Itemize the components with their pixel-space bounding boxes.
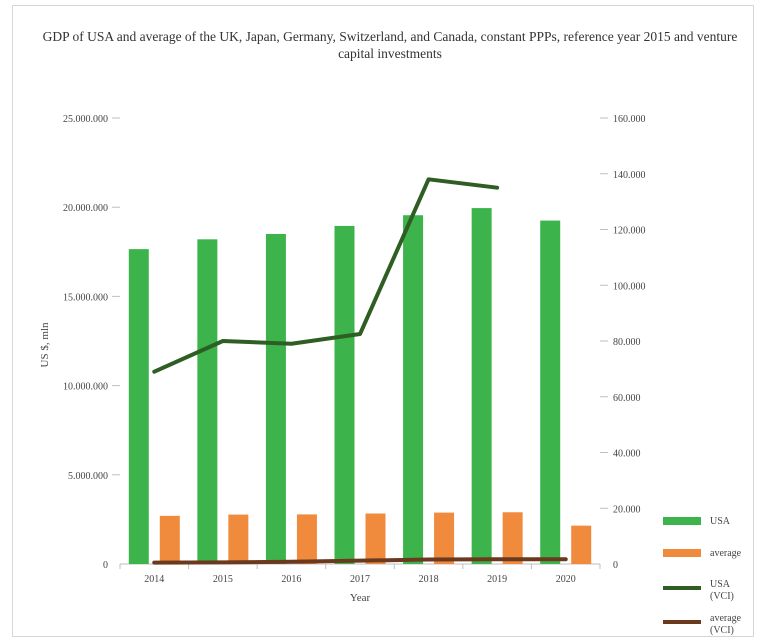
y-right-tick-label: 40.000 — [613, 449, 641, 460]
y-right-tick-label: 140.000 — [613, 170, 646, 181]
legend-label: average — [710, 548, 742, 559]
legend-label: USA (VCI) — [710, 579, 734, 602]
bar-usa — [197, 239, 218, 564]
y-right-tick-label: 60.000 — [613, 393, 641, 404]
bar-average — [571, 525, 592, 564]
axes: 0 5.000.000 10.000.000 15.000.000 20.000.000… — [63, 114, 646, 585]
bars — [128, 208, 592, 565]
bar-average — [434, 512, 455, 564]
legend-swatch — [663, 517, 701, 525]
y-right-tick-label: 120.000 — [613, 226, 646, 237]
y-axis-label: US $, mln — [39, 322, 51, 367]
bar-usa — [334, 225, 355, 564]
y-left-tick-label: 0 — [103, 560, 108, 571]
legend-label: USA — [710, 516, 731, 527]
line-usa-vci — [152, 177, 500, 374]
bar-average — [365, 513, 386, 564]
x-tick-label: 2016 — [281, 574, 301, 585]
x-tick-label: 2020 — [556, 574, 576, 585]
legend: USA average USA (VCI) average (VCI) — [663, 516, 742, 636]
y-left-tick-label: 10.000.000 — [63, 382, 108, 393]
y-left-tick-label: 20.000.000 — [63, 203, 108, 214]
bar-average — [228, 514, 249, 564]
x-tick-label: 2019 — [487, 574, 507, 585]
line-average-vci — [152, 557, 568, 565]
chart-title: GDP of USA and average of the UK, Japan,… — [42, 29, 738, 61]
bar-average — [159, 515, 180, 564]
lines — [152, 177, 568, 565]
x-tick-label: 2015 — [213, 574, 233, 585]
x-tick-label: 2014 — [144, 574, 164, 585]
bar-average — [502, 512, 523, 564]
y-right-tick-label: 80.000 — [613, 337, 641, 348]
y-left-tick-label: 5.000.000 — [68, 471, 108, 482]
y-right-tick-label: 0 — [613, 560, 618, 571]
legend-label: average (VCI) — [710, 613, 742, 636]
bar-usa — [128, 249, 149, 564]
y-right-tick-label: 20.000 — [613, 504, 641, 515]
y-left-tick-label: 15.000.000 — [63, 292, 108, 303]
y-right-tick-label: 100.000 — [613, 281, 646, 292]
y-left-tick-label: 25.000.000 — [63, 114, 108, 125]
x-axis-label: Year — [350, 592, 371, 604]
x-tick-label: 2018 — [419, 574, 439, 585]
bar-usa — [471, 208, 492, 565]
bar-usa — [265, 233, 286, 564]
x-tick-label: 2017 — [350, 574, 370, 585]
bar-average — [296, 514, 317, 564]
axis-labels: US $, mln Year — [39, 322, 370, 604]
y-right-tick-label: 160.000 — [613, 114, 646, 125]
bar-usa — [403, 215, 424, 564]
bar-usa — [540, 220, 561, 564]
legend-swatch — [663, 549, 701, 557]
